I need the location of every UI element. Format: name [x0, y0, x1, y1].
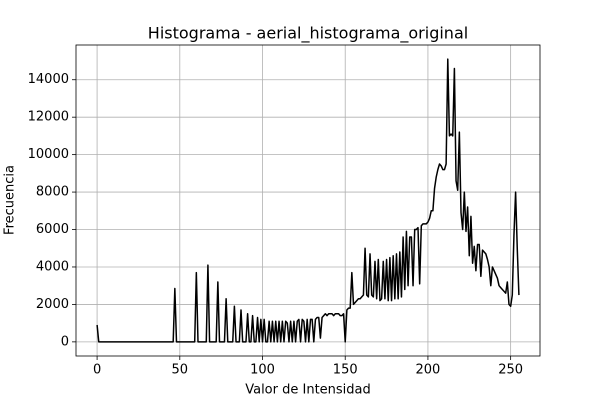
y-tick-label: 12000	[28, 110, 69, 125]
x-tick-label: 100	[250, 363, 275, 378]
x-tick-label: 200	[416, 363, 441, 378]
y-tick-label: 0	[61, 334, 69, 349]
y-tick-label: 10000	[28, 147, 69, 162]
x-axis-label: Valor de Intensidad	[245, 383, 371, 398]
histogram-line	[96, 58, 520, 343]
chart-title: Histograma - aerial_histograma_original	[148, 24, 468, 44]
x-tick-label: 50	[172, 363, 189, 378]
y-tick-label: 2000	[36, 297, 69, 312]
y-tick-label: 14000	[28, 72, 69, 87]
x-tick-label: 0	[93, 363, 101, 378]
plot-frame	[75, 44, 541, 357]
x-tick-label: 150	[333, 363, 358, 378]
y-tick-label: 8000	[36, 185, 69, 200]
y-axis-label: Frecuencia	[3, 165, 18, 235]
y-tick-label: 6000	[36, 222, 69, 237]
y-tick-label: 4000	[36, 259, 69, 274]
x-tick-label: 250	[498, 363, 523, 378]
